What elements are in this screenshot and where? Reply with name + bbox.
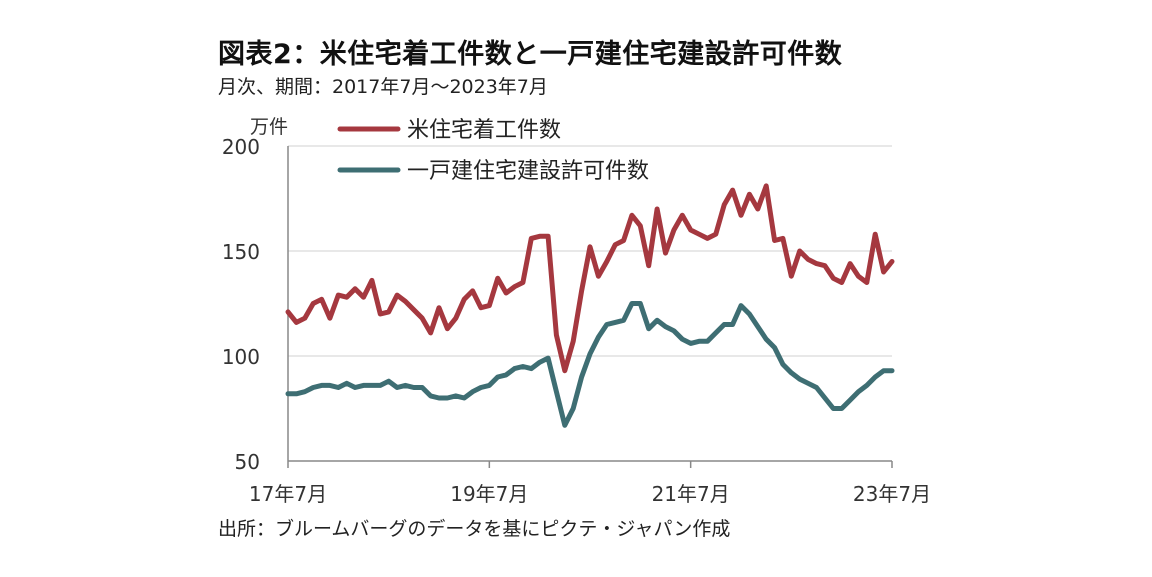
x-tick-label-3: 23年7月	[853, 482, 931, 506]
y-tick-label-150: 150	[222, 240, 260, 264]
series-line-1	[285, 183, 895, 374]
x-tick-label-1: 19年7月	[450, 482, 528, 506]
y-tick-label-200: 200	[222, 135, 260, 159]
y-tick-label-100: 100	[222, 345, 260, 369]
source-note: 出所：ブルームバーグのデータを基にピクテ・ジャパン作成	[218, 518, 731, 540]
x-tick-label-2: 21年7月	[652, 482, 730, 506]
y-tick-label-50: 50	[235, 450, 260, 474]
chart-subtitle: 月次、期間：2017年7月～2023年7月	[218, 76, 548, 98]
legend-label-1: 米住宅着工件数	[407, 118, 561, 143]
y-axis-unit-label: 万件	[250, 116, 288, 138]
series-line-2	[285, 301, 895, 428]
x-tick-label-0: 17年7月	[249, 482, 327, 506]
chart-title: 図表2：米住宅着工件数と一戸建住宅建設許可件数	[218, 39, 843, 70]
legend-label-2: 一戸建住宅建設許可件数	[407, 159, 649, 184]
